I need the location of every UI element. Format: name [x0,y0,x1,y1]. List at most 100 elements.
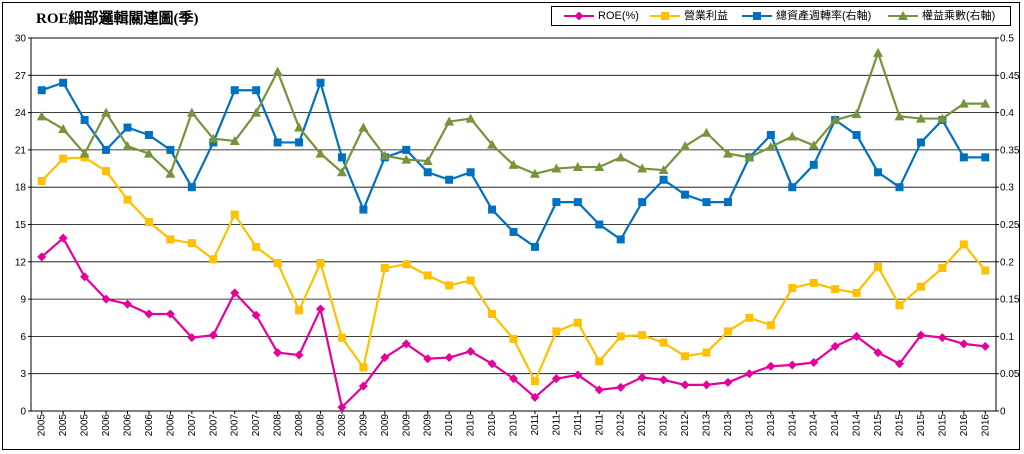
data-point-asset-turnover [59,78,68,87]
data-point-asset-turnover [123,123,132,132]
data-point-equity-multiplier [980,98,991,108]
series-line-equity-multiplier [41,51,986,175]
y-left-tick-label: 6 [20,332,26,343]
data-point-equity-multiplier [401,154,412,164]
data-point-roe [573,370,583,380]
y-right-tick-label: 0.25 [1000,220,1020,231]
data-point-operating-profit [187,239,196,248]
data-point-equity-multiplier [36,111,47,121]
x-tick-label: 2011 [530,414,541,436]
data-point-equity-multiplier [529,168,540,178]
data-point-operating-profit [831,285,840,294]
data-point-equity-multiplier [143,148,154,158]
data-point-operating-profit [445,281,454,290]
legend-label-roe: ROE(%) [598,10,639,22]
data-point-operating-profit [573,318,582,327]
data-point-equity-multiplier [336,167,347,177]
x-tick-label: 2007 [187,414,198,437]
y-left-tick-label: 21 [15,145,27,156]
x-tick-label: 2006 [144,414,155,437]
data-point-roe [637,372,647,382]
data-point-operating-profit [273,259,282,268]
y-right-tick-label: 0.4 [1000,108,1014,119]
data-point-roe [401,339,411,349]
data-point-asset-turnover [766,130,775,139]
data-point-operating-profit [102,167,111,176]
data-point-asset-turnover [423,168,432,177]
data-point-equity-multiplier [851,109,862,119]
data-point-equity-multiplier [808,140,819,150]
legend-swatch-roe [564,11,594,21]
data-point-operating-profit [809,278,818,287]
data-point-equity-multiplier [572,162,583,172]
data-point-equity-multiplier [508,159,519,169]
data-point-roe [316,304,325,314]
y-right-tick-label: 0.1 [1000,332,1014,343]
legend-label-asset-turnover: 總資產週轉率(右軸) [776,10,872,22]
data-point-asset-turnover [895,183,904,192]
data-point-operating-profit [252,242,261,251]
x-tick-label: 2005 [37,414,48,437]
data-point-roe [208,330,218,340]
y-left-tick-label: 12 [15,257,27,268]
data-point-asset-turnover [402,145,411,154]
x-tick-label: 2007 [251,414,262,437]
data-point-asset-turnover [916,138,925,147]
data-point-asset-turnover [616,235,625,244]
data-point-roe [916,330,926,340]
x-tick-label: 2008 [294,414,305,437]
x-tick-label: 2014 [852,414,863,437]
data-point-asset-turnover [144,130,153,139]
data-point-operating-profit [595,357,604,366]
legend-swatch-marker [661,12,669,20]
data-point-asset-turnover [595,220,604,229]
data-point-operating-profit [874,262,883,271]
data-point-roe [294,350,304,360]
data-point-operating-profit [745,313,754,322]
x-tick-label: 2008 [337,414,348,437]
data-point-equity-multiplier [465,113,476,123]
x-tick-label: 2015 [937,414,948,437]
data-point-operating-profit [316,259,325,268]
data-point-operating-profit [209,255,218,264]
x-tick-label: 2006 [123,414,134,437]
data-point-roe [809,358,819,368]
x-tick-label: 2014 [809,414,820,437]
data-point-equity-multiplier [830,115,841,125]
data-point-operating-profit [402,260,411,269]
data-point-roe [358,381,368,391]
data-point-asset-turnover [530,242,539,251]
x-tick-label: 2009 [358,414,369,437]
y-left-tick-label: 27 [15,71,27,82]
x-tick-label: 2012 [616,414,627,437]
data-point-roe [380,353,390,363]
data-point-operating-profit [166,235,175,244]
data-point-roe [959,339,969,349]
y-right-tick-label: 0.15 [1000,295,1020,306]
data-point-asset-turnover [723,198,732,207]
data-point-operating-profit [123,195,132,204]
data-point-roe [144,309,154,319]
data-point-asset-turnover [166,145,175,154]
x-tick-label: 2007 [230,414,241,437]
data-point-roe [551,374,561,384]
data-point-equity-multiplier [744,152,755,162]
chart-title: ROE細部邏輯關連圖(季) [36,11,199,27]
data-point-operating-profit [337,333,346,342]
x-tick-label: 2010 [466,414,477,437]
data-point-equity-multiplier [122,141,133,151]
data-point-roe [230,288,240,298]
data-point-asset-turnover [509,227,518,236]
legend-swatch-equity-multiplier [888,11,918,20]
data-point-equity-multiplier [787,131,798,141]
data-point-roe [895,359,904,369]
y-left-tick-label: 3 [20,369,26,380]
y-right-tick-label: 0.05 [1000,369,1020,380]
x-tick-label: 2009 [401,414,412,437]
data-point-roe [251,310,261,320]
data-point-equity-multiplier [444,116,455,126]
data-point-asset-turnover [638,198,647,207]
x-tick-label: 2006 [165,414,176,437]
data-point-roe [509,374,518,384]
data-point-equity-multiplier [915,113,926,123]
